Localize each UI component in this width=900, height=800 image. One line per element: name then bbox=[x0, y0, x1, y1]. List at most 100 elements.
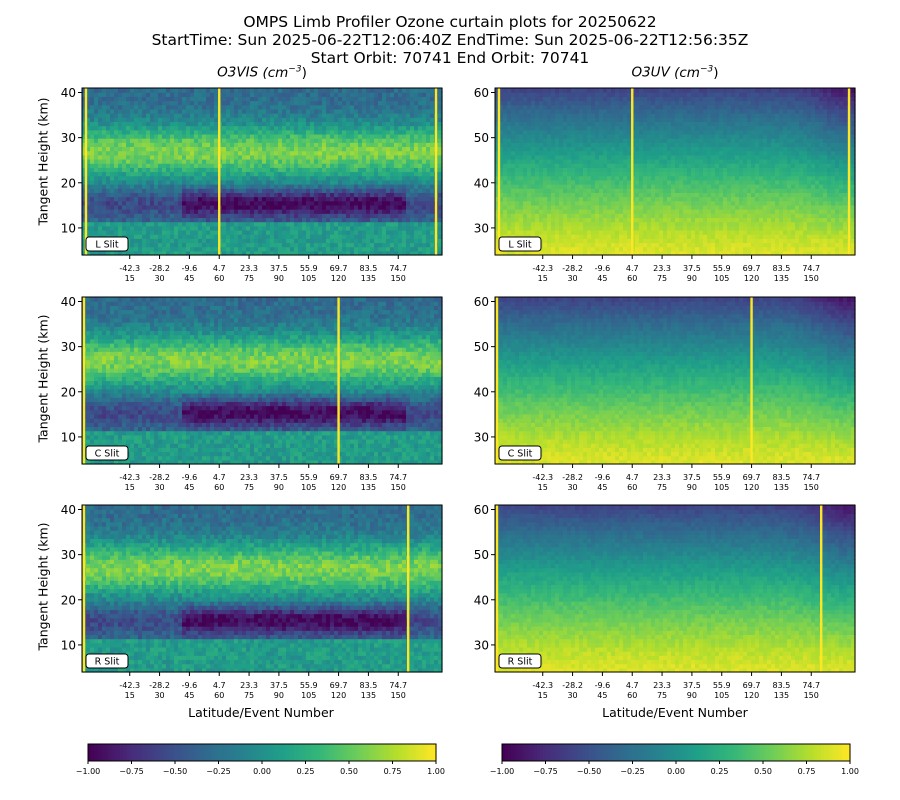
heatmap-cell bbox=[246, 167, 251, 173]
heatmap-cell bbox=[270, 104, 275, 110]
heatmap-cell bbox=[174, 146, 179, 152]
heatmap-cell bbox=[382, 150, 387, 156]
heatmap-cell bbox=[495, 125, 500, 131]
heatmap-cell bbox=[386, 121, 391, 127]
heatmap-cell bbox=[366, 108, 371, 114]
heatmap-cell bbox=[122, 88, 127, 93]
heatmap-cell bbox=[394, 229, 399, 235]
heatmap-cell bbox=[190, 117, 195, 122]
heatmap-cell bbox=[230, 171, 235, 177]
heatmap-cell bbox=[226, 188, 231, 193]
heatmap-cell bbox=[422, 158, 427, 164]
heatmap-cell bbox=[591, 146, 596, 152]
heatmap-cell bbox=[318, 150, 323, 156]
heatmap-cell bbox=[326, 138, 331, 143]
heatmap-cell bbox=[118, 100, 123, 106]
heatmap-cell bbox=[619, 204, 624, 210]
heatmap-cell bbox=[430, 167, 435, 173]
heatmap-cell bbox=[106, 158, 111, 164]
heatmap-cell bbox=[599, 209, 604, 214]
heatmap-cell bbox=[414, 117, 419, 122]
heatmap-cell bbox=[531, 133, 536, 139]
heatmap-cell bbox=[266, 221, 271, 227]
heatmap-cell bbox=[563, 238, 568, 244]
heatmap-cell bbox=[575, 104, 580, 110]
heatmap-cell bbox=[190, 125, 195, 131]
heatmap-cell bbox=[374, 167, 379, 173]
heatmap-cell bbox=[402, 213, 407, 219]
heatmap-cell bbox=[130, 200, 135, 206]
heatmap-cell bbox=[559, 96, 564, 102]
heatmap-cell bbox=[282, 146, 287, 152]
heatmap-cell bbox=[402, 167, 407, 173]
heatmap-cell bbox=[270, 154, 275, 160]
heatmap-cell bbox=[166, 250, 171, 256]
heatmap-cell bbox=[418, 192, 423, 198]
heatmap-cell bbox=[366, 209, 371, 214]
heatmap-cell bbox=[102, 184, 107, 189]
heatmap-cell bbox=[374, 142, 379, 148]
heatmap-cell bbox=[102, 213, 107, 219]
heatmap-cell bbox=[611, 179, 616, 185]
heatmap-cell bbox=[438, 104, 443, 110]
heatmap-cell bbox=[238, 108, 243, 114]
heatmap-cell bbox=[527, 113, 532, 118]
heatmap-cell bbox=[206, 104, 211, 110]
heatmap-cell bbox=[543, 242, 548, 248]
heatmap-cell bbox=[523, 213, 528, 219]
heatmap-cell bbox=[438, 158, 443, 164]
heatmap-cell bbox=[503, 225, 508, 231]
heatmap-cell bbox=[418, 217, 423, 223]
heatmap-cell bbox=[559, 192, 564, 198]
heatmap-cell bbox=[338, 167, 343, 173]
heatmap-cell bbox=[118, 104, 123, 110]
heatmap-cell bbox=[382, 104, 387, 110]
heatmap-cell bbox=[330, 150, 335, 156]
heatmap-cell bbox=[406, 133, 411, 139]
heatmap-cell bbox=[523, 179, 528, 185]
heatmap-cell bbox=[511, 192, 516, 198]
heatmap-cell bbox=[166, 158, 171, 164]
heatmap-cell bbox=[122, 175, 127, 181]
heatmap-cell bbox=[214, 234, 219, 239]
heatmap-cell bbox=[503, 100, 508, 106]
heatmap-cell bbox=[362, 133, 367, 139]
heatmap-cell bbox=[162, 171, 167, 177]
heatmap-cell bbox=[559, 100, 564, 106]
heatmap-cell bbox=[210, 175, 215, 181]
heatmap-cell bbox=[230, 204, 235, 210]
heatmap-cell bbox=[587, 204, 592, 210]
heatmap-cell bbox=[579, 125, 584, 131]
heatmap-cell bbox=[426, 113, 431, 118]
heatmap-cell bbox=[274, 121, 279, 127]
heatmap-cell bbox=[519, 171, 524, 177]
heatmap-cell bbox=[402, 175, 407, 181]
heatmap-cell bbox=[515, 142, 520, 148]
heatmap-cell bbox=[410, 179, 415, 185]
heatmap-cell bbox=[298, 250, 303, 256]
heatmap-cell bbox=[591, 125, 596, 131]
heatmap-cell bbox=[134, 196, 139, 202]
heatmap-cell bbox=[214, 146, 219, 152]
x-tick-label-event: 105 bbox=[301, 274, 316, 283]
heatmap-cell bbox=[410, 154, 415, 160]
heatmap-cell bbox=[338, 171, 343, 177]
heatmap-cell bbox=[202, 104, 207, 110]
heatmap-cell bbox=[298, 154, 303, 160]
heatmap-cell bbox=[495, 171, 500, 177]
heatmap-cell bbox=[414, 242, 419, 248]
heatmap-cell bbox=[214, 138, 219, 143]
heatmap-cell bbox=[535, 138, 540, 143]
heatmap-cell bbox=[346, 171, 351, 177]
heatmap-cell bbox=[418, 88, 423, 93]
heatmap-cell bbox=[94, 209, 99, 214]
heatmap-cell bbox=[382, 213, 387, 219]
heatmap-cell bbox=[214, 104, 219, 110]
heatmap-cell bbox=[194, 150, 199, 156]
heatmap-cell bbox=[354, 209, 359, 214]
heatmap-cell bbox=[531, 192, 536, 198]
heatmap-cell bbox=[114, 175, 119, 181]
heatmap-cell bbox=[198, 221, 203, 227]
heatmap-cell bbox=[342, 250, 347, 256]
heatmap-cell bbox=[627, 163, 632, 168]
